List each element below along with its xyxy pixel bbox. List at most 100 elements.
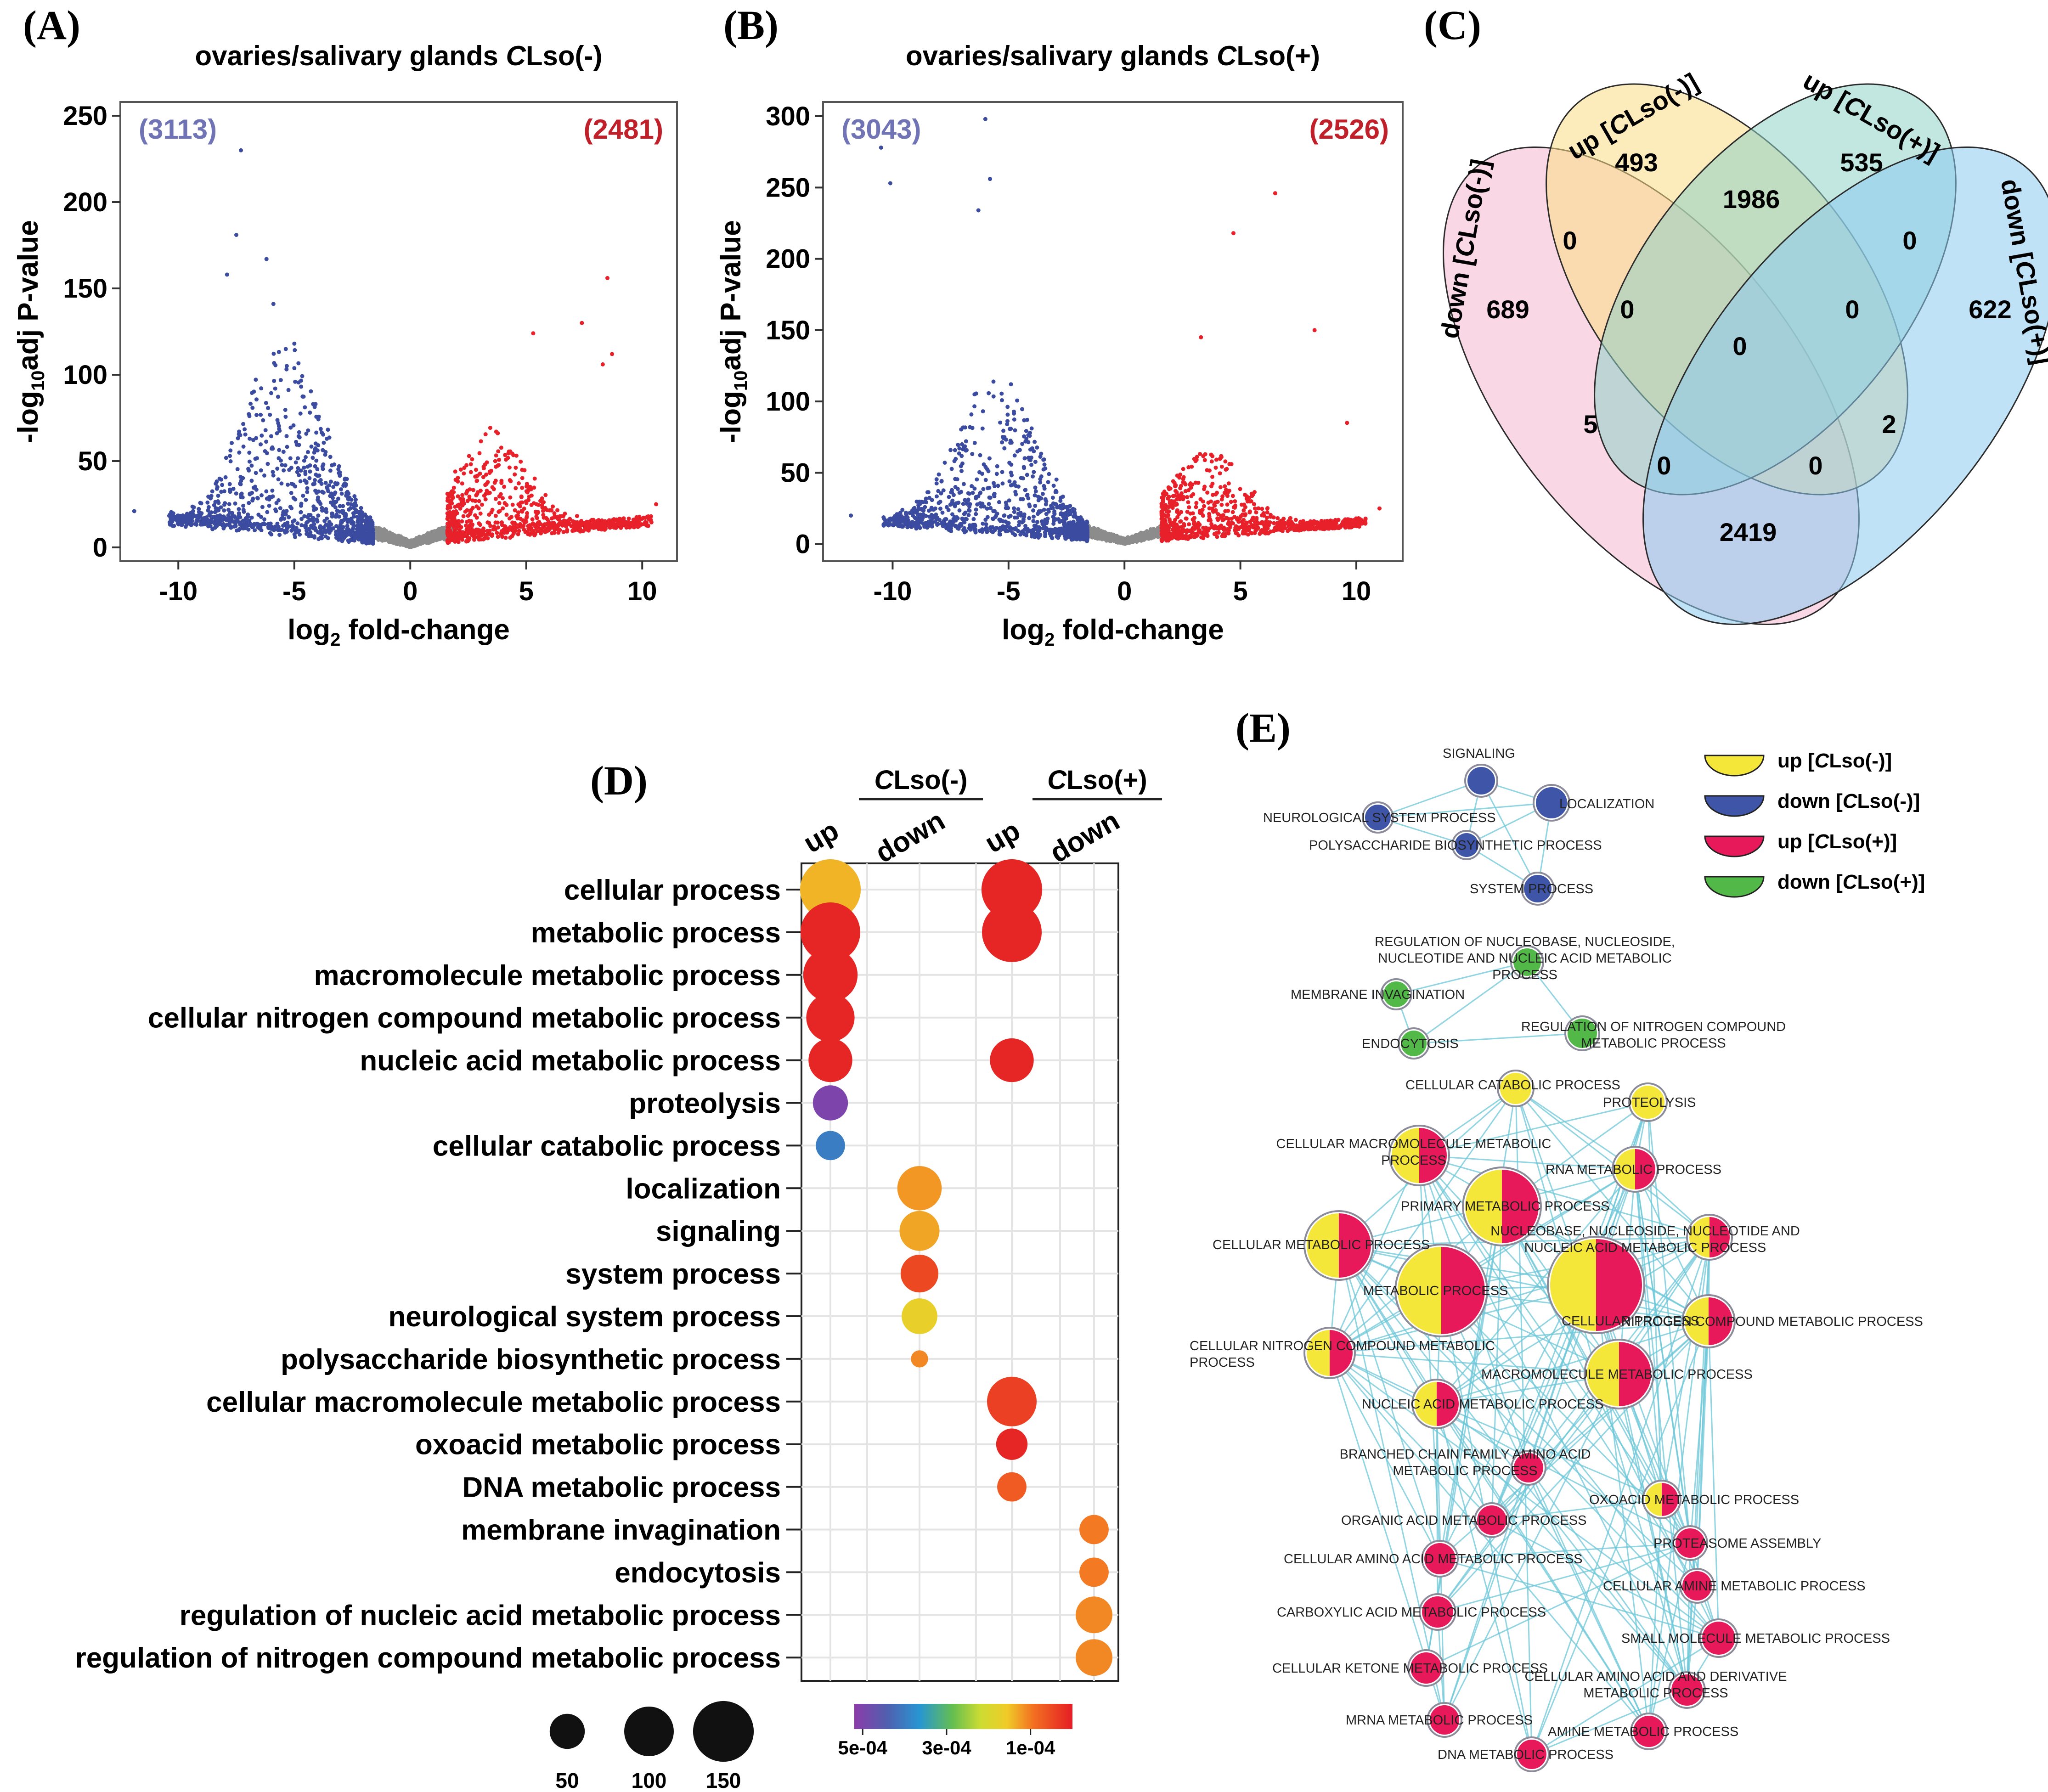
- point-down: [278, 378, 283, 383]
- point-up: [519, 494, 524, 499]
- point-down: [296, 466, 300, 470]
- point-up: [468, 462, 473, 467]
- point-down: [963, 510, 968, 515]
- point-up: [561, 530, 566, 534]
- point-down: [1016, 507, 1021, 512]
- point-up-extreme: [654, 502, 658, 507]
- point-down: [920, 500, 925, 504]
- point-down: [1031, 527, 1036, 532]
- point-down: [265, 462, 270, 466]
- point-up: [541, 500, 545, 505]
- point-down: [334, 482, 339, 487]
- point-down-extreme: [271, 302, 276, 306]
- point-up: [481, 475, 485, 479]
- point-up: [500, 520, 504, 524]
- point-up: [1265, 510, 1269, 515]
- point-down: [1083, 529, 1088, 534]
- point-up: [569, 524, 574, 529]
- point-down: [228, 510, 232, 515]
- point-down: [1047, 472, 1051, 476]
- point-up: [496, 520, 500, 525]
- point-ns: [418, 541, 423, 545]
- point-down: [326, 489, 331, 494]
- x-axis-label: log2 fold-change: [288, 614, 510, 650]
- point-down: [300, 374, 305, 378]
- point-down: [1033, 460, 1038, 464]
- point-down: [283, 463, 288, 468]
- point-down: [1008, 439, 1013, 443]
- point-down: [359, 519, 363, 524]
- point-down: [1045, 516, 1050, 521]
- point-down: [912, 524, 917, 528]
- point-up: [488, 426, 492, 430]
- point-down: [316, 495, 320, 500]
- label-part: Lso(+): [1236, 40, 1320, 71]
- point-down: [1054, 490, 1059, 494]
- point-down: [223, 475, 228, 479]
- point-ns: [388, 535, 392, 540]
- point-down: [899, 524, 904, 528]
- point-down: [938, 507, 942, 511]
- point-up: [478, 511, 483, 516]
- point-down: [295, 470, 299, 474]
- point-down: [259, 442, 263, 447]
- point-down: [304, 431, 309, 436]
- point-down: [291, 423, 296, 428]
- point-down: [284, 364, 289, 368]
- point-down: [299, 517, 304, 521]
- point-up: [597, 526, 602, 530]
- point-down: [302, 514, 307, 518]
- point-down: [941, 524, 945, 529]
- point-down: [1027, 502, 1032, 507]
- volcano-plot-b: ovaries/salivary glands CLso(+)-10 -5 0 5 10…: [715, 40, 1404, 650]
- point-up: [1187, 522, 1191, 527]
- point-down: [1004, 500, 1008, 505]
- point-down: [214, 486, 219, 491]
- point-up: [482, 493, 486, 498]
- point-down: [293, 348, 297, 352]
- y-axis-label-sub: 10: [28, 371, 48, 391]
- point-up: [527, 531, 531, 535]
- point-down: [367, 539, 371, 544]
- point-down: [309, 444, 314, 449]
- point-up: [483, 497, 488, 502]
- point-down: [206, 508, 210, 513]
- point-down: [1084, 523, 1089, 527]
- point-down: [929, 507, 933, 512]
- point-down: [964, 439, 968, 444]
- point-up: [525, 511, 530, 515]
- point-up: [514, 453, 519, 458]
- point-down: [963, 498, 967, 502]
- point-down: [291, 482, 296, 487]
- point-down: [183, 524, 188, 529]
- point-down: [893, 520, 898, 524]
- point-down: [1079, 527, 1084, 531]
- point-down: [953, 448, 957, 452]
- point-down: [314, 458, 319, 463]
- point-down: [320, 490, 325, 494]
- point-down: [267, 503, 271, 508]
- point-down: [1036, 512, 1040, 516]
- point-down: [1002, 446, 1007, 451]
- point-up: [556, 524, 560, 529]
- point-down: [977, 470, 982, 474]
- point-down: [308, 531, 312, 535]
- point-down-extreme: [234, 233, 238, 237]
- point-up: [461, 514, 466, 518]
- point-down: [335, 508, 339, 513]
- point-down: [265, 510, 270, 514]
- point-down: [171, 511, 175, 516]
- point-up: [583, 525, 587, 530]
- point-down: [232, 524, 237, 529]
- point-down: [1000, 481, 1005, 486]
- point-down: [331, 485, 336, 489]
- label-italic: C: [506, 40, 527, 71]
- point-ns: [375, 530, 380, 535]
- point-down: [957, 446, 962, 451]
- point-down: [303, 469, 308, 474]
- point-down: [942, 461, 947, 465]
- point-up: [451, 485, 456, 490]
- point-down: [1063, 513, 1068, 518]
- point-down: [1040, 522, 1045, 526]
- point-down: [934, 477, 939, 482]
